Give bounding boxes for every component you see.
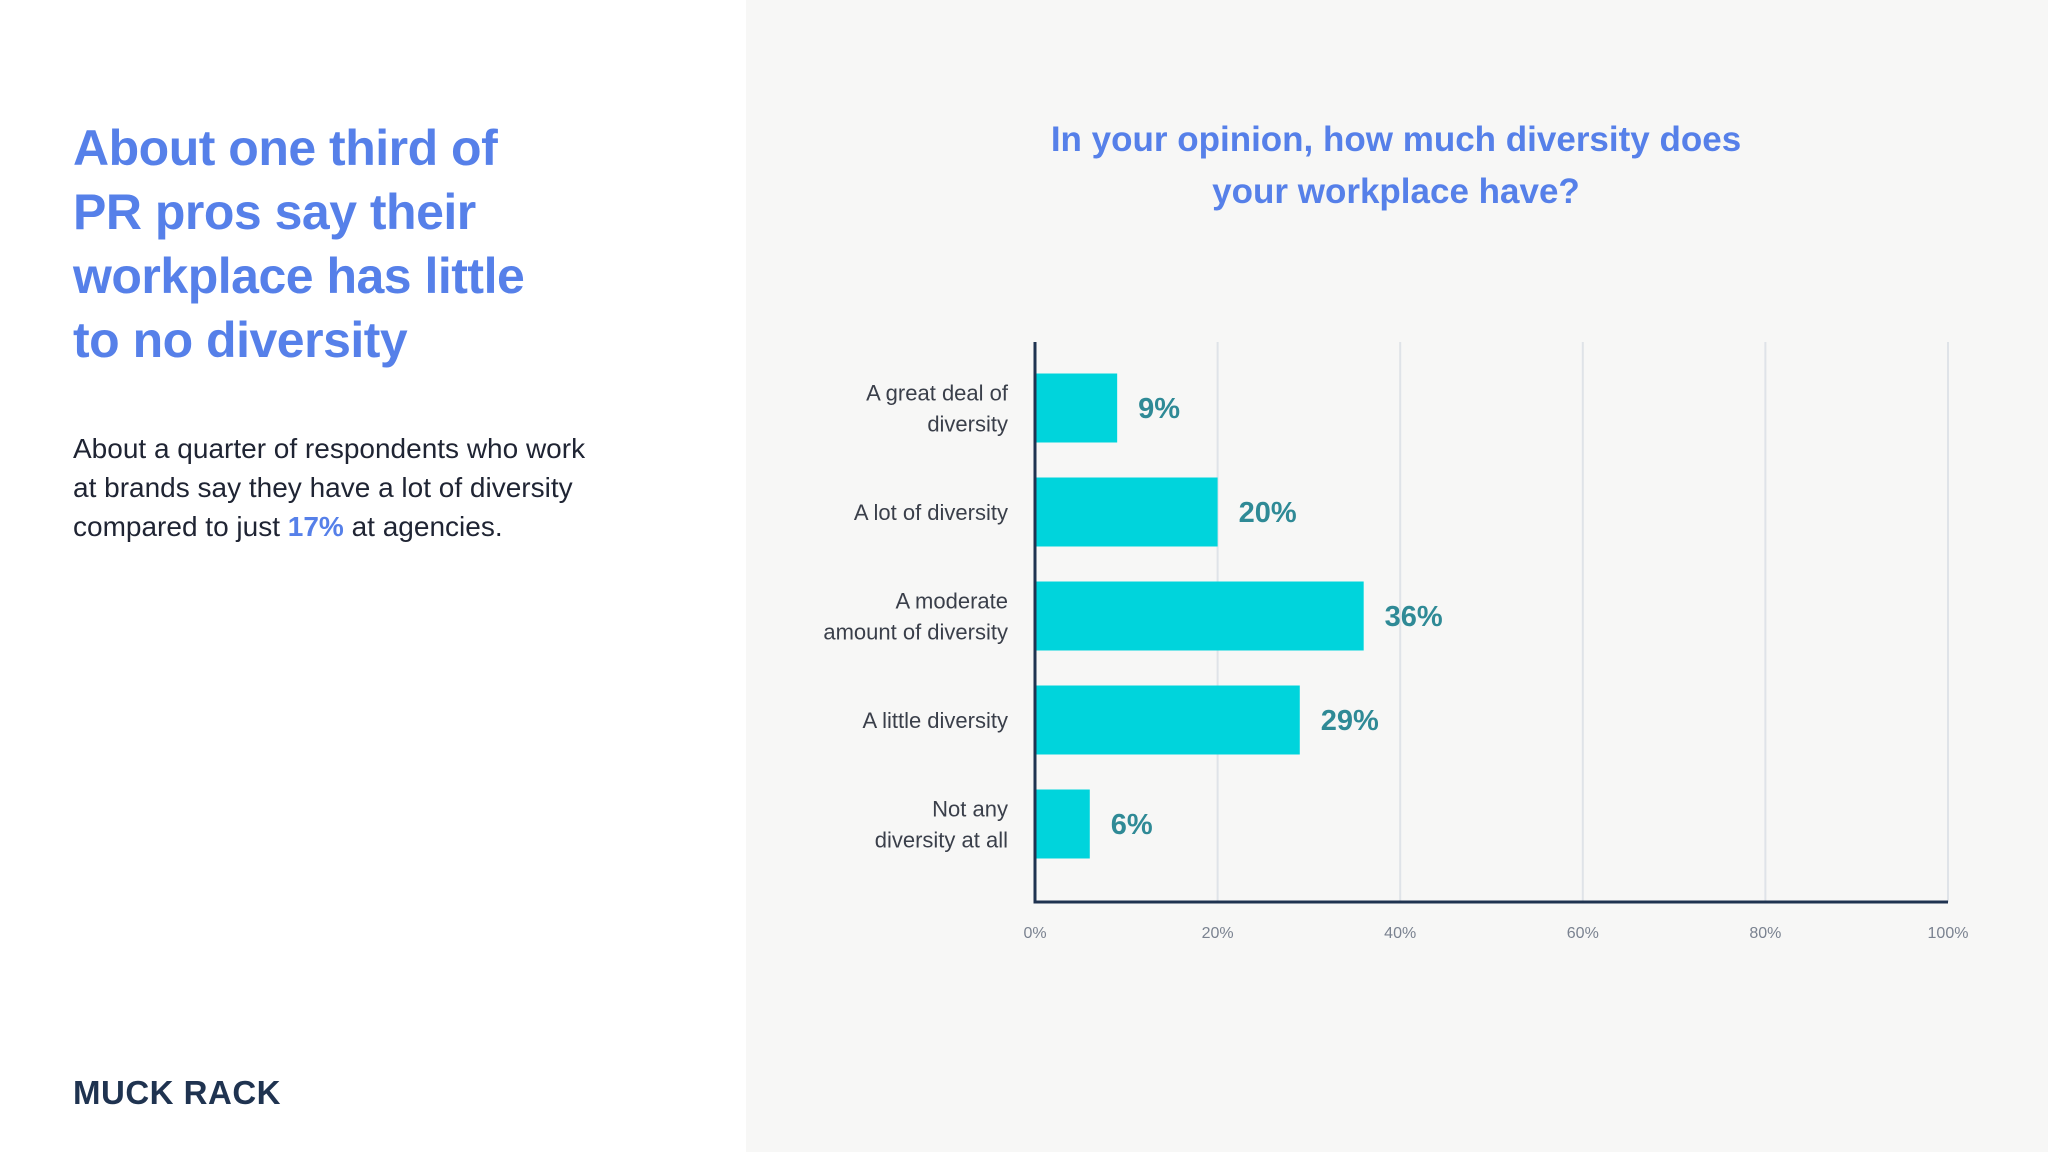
category-label-line: A little diversity	[863, 708, 1009, 733]
body-highlight: 17%	[287, 511, 344, 542]
headline-line: to no diversity	[73, 312, 408, 368]
right-panel	[746, 0, 2048, 1152]
bar	[1035, 581, 1364, 651]
chart-title-line: your workplace have?	[1212, 172, 1580, 211]
body-line: About a quarter of respondents who work	[73, 433, 586, 464]
headline: About one third of PR pros say their wor…	[73, 116, 693, 372]
bar	[1035, 477, 1218, 547]
category-label-line: diversity	[927, 412, 1008, 437]
x-tick-label: 100%	[1928, 925, 1969, 942]
category-label: A moderate amount of diversity	[823, 589, 1008, 645]
body-line: at agencies.	[343, 511, 503, 542]
body-line: at brands say they have a lot of diversi…	[73, 472, 573, 503]
x-tick-label: 60%	[1567, 925, 1599, 942]
category-label: Not any diversity at all	[875, 797, 1008, 853]
chart-title: In your opinion, how much diversity does…	[996, 114, 1796, 218]
value-label: 20%	[1239, 497, 1297, 529]
bar	[1035, 373, 1118, 443]
left-panel: About one third of PR pros say their wor…	[0, 0, 746, 1152]
category-label: A little diversity	[863, 708, 1009, 733]
category-label-line: A lot of diversity	[854, 500, 1008, 525]
body-text: About a quarter of respondents who work …	[73, 429, 673, 546]
category-label-line: Not any	[932, 797, 1008, 822]
x-tick-label: 80%	[1749, 925, 1781, 942]
value-label: 36%	[1385, 601, 1443, 633]
chart-title-line: In your opinion, how much diversity does	[1050, 120, 1742, 159]
headline-line: PR pros say their	[73, 184, 476, 240]
category-label-line: amount of diversity	[823, 620, 1008, 645]
category-label: A lot of diversity	[854, 500, 1008, 525]
bar	[1035, 685, 1300, 755]
x-tick-label: 40%	[1384, 925, 1416, 942]
x-tick-label: 20%	[1202, 925, 1234, 942]
value-label: 29%	[1321, 705, 1379, 737]
muck-rack-logo: MUCK RACK	[73, 1074, 281, 1111]
headline-line: About one third of	[73, 120, 498, 176]
body-line: compared to just	[73, 511, 288, 542]
category-label-line: A great deal of	[866, 381, 1009, 406]
category-label-line: diversity at all	[875, 828, 1008, 853]
value-label: 6%	[1111, 809, 1153, 841]
headline-line: workplace has little	[73, 248, 525, 304]
value-label: 9%	[1138, 393, 1180, 425]
category-label-line: A moderate	[895, 589, 1008, 614]
category-label: A great deal of diversity	[866, 381, 1009, 437]
bar	[1035, 789, 1090, 859]
x-tick-label: 0%	[1023, 925, 1046, 942]
